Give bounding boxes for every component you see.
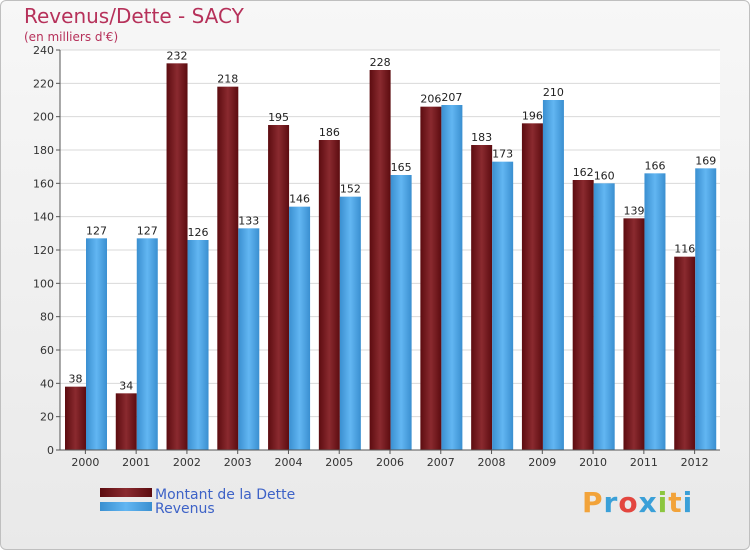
bar-value-label: 139 — [623, 204, 644, 217]
y-tick-label: 240 — [33, 44, 54, 57]
bar-value-label: 232 — [167, 49, 188, 62]
bar-value-label: 127 — [86, 224, 107, 237]
bar-value-label: 218 — [217, 73, 238, 86]
bar-revenus — [339, 196, 361, 450]
x-tick-label: 2007 — [427, 456, 455, 469]
chart-title: Revenus/Dette - SACY — [24, 4, 244, 28]
y-tick-label: 140 — [33, 211, 54, 224]
bar-value-label: 165 — [391, 161, 412, 174]
logo-letter: o — [618, 486, 639, 519]
bar-value-label: 166 — [644, 159, 665, 172]
y-tick-label: 160 — [33, 177, 54, 190]
bar-debt — [674, 256, 696, 450]
bar-value-label: 173 — [492, 148, 513, 161]
x-tick-label: 2002 — [173, 456, 201, 469]
bar-value-label: 127 — [137, 224, 158, 237]
bar-value-label: 152 — [340, 183, 361, 196]
x-tick-label: 2012 — [681, 456, 709, 469]
bar-debt — [623, 218, 645, 450]
bar-value-label: 38 — [69, 373, 83, 386]
bar-value-label: 133 — [238, 214, 259, 227]
bar-value-label: 186 — [319, 126, 340, 139]
proxiti-logo: Proxiti — [582, 486, 693, 519]
bar-debt — [217, 86, 239, 451]
bar-debt — [318, 140, 340, 450]
x-tick-label: 2003 — [224, 456, 252, 469]
logo-letter: i — [657, 486, 669, 519]
bar-revenus — [136, 238, 158, 450]
y-tick-label: 80 — [40, 311, 54, 324]
bar-debt — [471, 145, 493, 450]
y-axis: 0 20 40 60 80 100 120 140 160 180 200 220 240 — [33, 44, 61, 457]
legend-swatch-revenus — [100, 502, 152, 511]
bar-revenus — [238, 228, 260, 450]
x-axis: 2000 2001 2002 2003 2004 2005 2006 2007 2008 2009… — [60, 449, 720, 469]
bar-debt — [420, 106, 442, 451]
bar-value-label: 34 — [119, 379, 133, 392]
x-tick-label: 2000 — [71, 456, 99, 469]
chart-subtitle: (en milliers d'€) — [24, 30, 119, 44]
y-tick-label: 220 — [33, 77, 54, 90]
y-tick-label: 200 — [33, 111, 54, 124]
bar-value-label: 160 — [594, 169, 615, 182]
bar-value-label: 210 — [543, 86, 564, 99]
bar-revenus — [644, 173, 666, 451]
y-tick-label: 120 — [33, 244, 54, 257]
bar-debt — [521, 123, 543, 450]
bar-revenus — [542, 100, 564, 450]
bar-debt — [166, 63, 188, 450]
bar-revenus — [593, 183, 615, 451]
bar-value-label: 146 — [289, 193, 310, 206]
bar-value-label: 169 — [695, 154, 716, 167]
x-tick-label: 2009 — [528, 456, 556, 469]
bar-revenus — [390, 175, 412, 450]
y-tick-label: 40 — [40, 377, 54, 390]
bar-debt — [268, 125, 290, 450]
x-tick-label: 2005 — [325, 456, 353, 469]
x-tick-label: 2001 — [122, 456, 150, 469]
y-tick-label: 20 — [40, 411, 54, 424]
x-tick-label: 2008 — [478, 456, 506, 469]
bar-revenus — [695, 168, 717, 451]
x-tick-label: 2004 — [274, 456, 302, 469]
bar-value-label: 195 — [268, 111, 289, 124]
bar-revenus — [441, 105, 463, 450]
x-tick-label: 2010 — [579, 456, 607, 469]
y-tick-label: 180 — [33, 144, 54, 157]
logo-letter: P — [582, 486, 604, 519]
legend-label-debt: Montant de la Dette — [155, 487, 295, 503]
y-tick-label: 100 — [33, 277, 54, 290]
bar-revenus — [187, 240, 209, 450]
bar-debt — [572, 180, 594, 450]
logo-letter: i — [682, 486, 694, 519]
y-tick-label: 0 — [47, 444, 54, 457]
bar-value-label: 126 — [188, 226, 209, 239]
bar-value-label: 207 — [441, 91, 462, 104]
bars: 38 127 34 127 232 126 218 133 195 146 186 152 228 165… — [65, 49, 717, 451]
bar-value-label: 183 — [471, 131, 492, 144]
bar-revenus — [492, 161, 514, 450]
x-tick-label: 2006 — [376, 456, 404, 469]
logo-letter: x — [638, 486, 658, 519]
bar-value-label: 116 — [674, 243, 695, 256]
bar-debt — [115, 393, 137, 450]
logo-letter: r — [603, 486, 619, 519]
bar-debt — [65, 386, 86, 450]
legend-label-revenus: Revenus — [155, 501, 215, 517]
bar-value-label: 206 — [420, 93, 441, 106]
bar-revenus — [86, 238, 107, 450]
bar-revenus — [289, 206, 311, 450]
bar-value-label: 162 — [573, 166, 594, 179]
legend-swatch-debt — [100, 488, 152, 497]
y-tick-label: 60 — [40, 344, 54, 357]
bar-value-label: 196 — [522, 109, 543, 122]
logo-letter: t — [668, 486, 683, 519]
bar-value-label: 228 — [370, 56, 391, 69]
bar-debt — [369, 70, 391, 450]
x-tick-label: 2011 — [630, 456, 658, 469]
